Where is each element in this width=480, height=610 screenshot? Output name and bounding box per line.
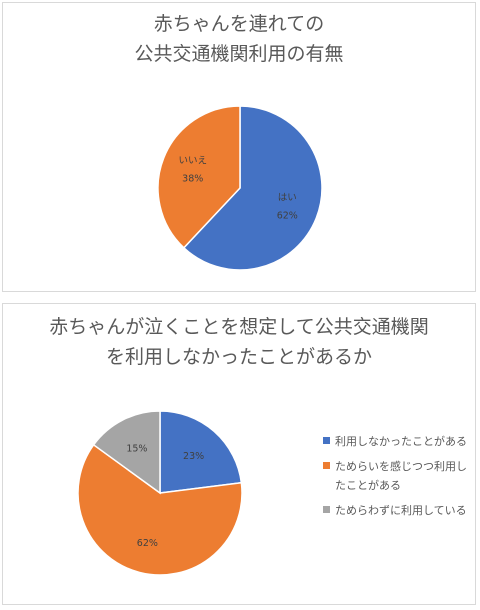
legend-label: ためらわずに利用している xyxy=(335,504,467,517)
chart-1-title-line-2: 公共交通機関利用の有無 xyxy=(134,43,344,65)
slice-category-label: はい xyxy=(278,193,297,204)
pie-slice xyxy=(182,105,323,271)
legend-item: ためらわずに利用している xyxy=(323,501,473,520)
legend-swatch xyxy=(323,462,330,469)
chart-1-title: 赤ちゃんを連れての 公共交通機関利用の有無 xyxy=(3,9,475,69)
legend-swatch xyxy=(323,437,330,444)
legend-item: ためらいを感じつつ利用したことがある xyxy=(323,457,473,495)
legend-item: 利用しなかったことがある xyxy=(323,432,473,451)
chart-panel-1: 赤ちゃんを連れての 公共交通機関利用の有無 はい 62% いいえ 38% xyxy=(2,2,476,292)
slice-value-label: 23% xyxy=(183,451,204,462)
pie-slice xyxy=(77,443,243,576)
legend-label: 利用しなかったことがある xyxy=(335,435,467,448)
chart-2-title-line-2: を利用しなかったことがあるか xyxy=(105,346,372,368)
slice-value-label: 62% xyxy=(277,211,298,222)
pie-chart-2: 23% 62% 15% xyxy=(77,410,243,576)
chart-2-title-line-1: 赤ちゃんが泣くことを想定して公共交通機関 xyxy=(49,316,429,338)
legend-swatch xyxy=(323,506,330,513)
slice-category-label: いいえ xyxy=(178,155,207,166)
pie-slice xyxy=(92,410,161,495)
slice-value-label: 62% xyxy=(137,538,158,549)
slice-value-label: 38% xyxy=(182,173,203,184)
pie-slice xyxy=(159,410,243,494)
chart-panel-2: 赤ちゃんが泣くことを想定して公共交通機関 を利用しなかったことがあるか 23% 6… xyxy=(2,303,476,605)
chart-2-title: 赤ちゃんが泣くことを想定して公共交通機関 を利用しなかったことがあるか xyxy=(3,312,475,372)
chart-1-title-line-1: 赤ちゃんを連れての xyxy=(153,13,325,35)
legend-label: ためらいを感じつつ利用したことがある xyxy=(335,460,467,492)
pie-slice xyxy=(157,105,241,249)
chart-2-legend: 利用しなかったことがある ためらいを感じつつ利用したことがある ためらわずに利用… xyxy=(323,432,473,526)
pie-chart-1: はい 62% いいえ 38% xyxy=(157,105,323,271)
slice-value-label: 15% xyxy=(126,444,147,455)
